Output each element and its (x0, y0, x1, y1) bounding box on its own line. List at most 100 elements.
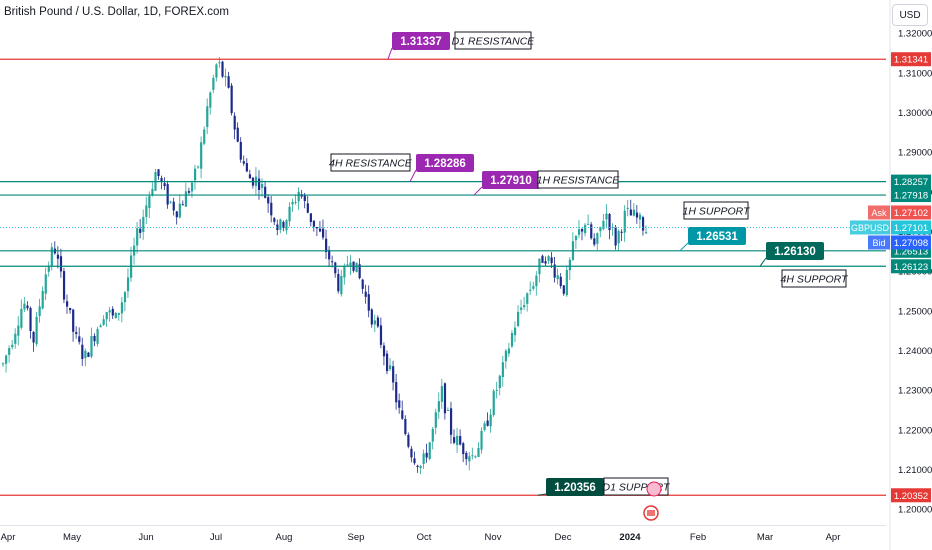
candle-body (306, 203, 309, 213)
candle-body (139, 228, 142, 233)
candle-body (212, 77, 215, 90)
candle-body (425, 452, 428, 458)
quote-price-text: 1.27098 (894, 238, 928, 249)
candle-body (501, 362, 504, 378)
candle-body (510, 332, 514, 347)
candle-body (477, 448, 480, 458)
candle-body (218, 62, 221, 64)
candle-body (358, 264, 361, 279)
candle-body (209, 92, 212, 108)
quote-price-text: 1.27101 (894, 223, 928, 234)
candle-body (376, 317, 380, 327)
candle-body (20, 308, 23, 328)
candle-body (264, 186, 267, 198)
candle-body (379, 325, 383, 345)
candle-body (8, 348, 11, 355)
candle-body (349, 262, 352, 267)
level-price-tag (891, 259, 931, 274)
candle-body (2, 363, 5, 365)
y-tick-label: 1.29000 (898, 148, 932, 159)
candle-body (56, 254, 60, 259)
candle-body (367, 294, 370, 311)
level-price-text: 1.20352 (894, 491, 928, 502)
candle-body (486, 420, 489, 426)
annotation-label-text: 4H SUPPORT (781, 274, 849, 286)
candle-body (108, 310, 111, 313)
candle-body (489, 414, 492, 427)
candle-body (370, 309, 373, 325)
candle-body (273, 218, 276, 222)
candle-body (184, 191, 188, 207)
candle-body (47, 265, 50, 272)
candle-body (596, 233, 599, 244)
currency-button[interactable]: USD (892, 4, 928, 26)
candle-body (93, 335, 96, 342)
candle-body (392, 366, 395, 383)
y-tick-label: 1.20000 (898, 505, 932, 516)
candle-body (389, 365, 392, 370)
candle-body (401, 410, 404, 419)
level-price-tag (891, 488, 931, 503)
candle-body (523, 305, 526, 308)
candle-body (224, 75, 227, 78)
candle-body (288, 206, 291, 222)
candle-body (178, 203, 181, 218)
annotation-value-box (766, 242, 824, 260)
level-price-text: 1.26513 (894, 246, 928, 257)
candle-body (193, 168, 197, 181)
y-tick-label: 1.24000 (898, 346, 932, 357)
candle-body (614, 227, 617, 246)
candle-body (230, 85, 233, 114)
y-tick-label: 1.23000 (898, 386, 932, 397)
x-tick-label: 2024 (619, 532, 641, 543)
candle-body (632, 209, 636, 216)
candle-body (267, 197, 270, 204)
candle-body (206, 106, 209, 128)
annotation-label-box (781, 269, 847, 288)
annotation-label-text: 4H RESISTANCE (329, 158, 413, 170)
candle-body (215, 64, 218, 78)
candle-body (17, 325, 20, 336)
candle-body (285, 220, 288, 231)
candle-body (120, 302, 124, 314)
candle-body (84, 350, 87, 359)
candle-body (117, 313, 121, 315)
candle-body (105, 312, 108, 320)
candle-body (364, 291, 367, 297)
candle-body (190, 182, 194, 192)
annotation-label-text: 1H SUPPORT (683, 206, 751, 218)
candle-body (471, 455, 474, 457)
candle-body (148, 196, 151, 209)
candle-body (227, 76, 230, 88)
candle-body (276, 224, 279, 230)
candle-body (126, 277, 130, 292)
candle-body (96, 328, 99, 344)
candle-body (413, 458, 416, 464)
x-tick-label: Jun (138, 532, 153, 543)
annotation-label-box (537, 170, 619, 189)
candle-body (535, 275, 538, 287)
candle-body (565, 270, 568, 296)
candle-body (242, 161, 245, 164)
candle-body (422, 453, 425, 464)
candle-body (160, 177, 163, 182)
candle-body (513, 327, 517, 336)
candle-body (81, 344, 84, 360)
candle-body (102, 319, 105, 325)
candle-body (325, 238, 328, 253)
candle-body (248, 174, 252, 179)
candle-body (294, 201, 297, 203)
annotation-label-text: 1H RESISTANCE (537, 175, 621, 187)
candle-body (453, 437, 456, 443)
candle-body (547, 256, 550, 261)
candle-body (431, 428, 434, 442)
x-tick-label: May (63, 532, 81, 543)
annotation-value-box (392, 32, 450, 50)
candle-body (334, 262, 337, 274)
candle-body (562, 285, 565, 294)
candle-body (172, 201, 175, 211)
candle-body (32, 331, 35, 343)
candle-body (385, 353, 389, 372)
candle-body (337, 274, 340, 292)
